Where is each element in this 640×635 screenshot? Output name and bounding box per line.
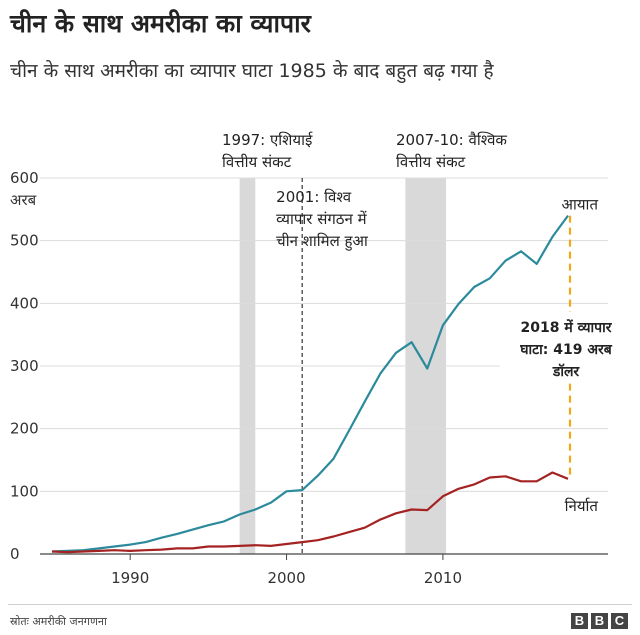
y-tick-label: 100	[10, 482, 39, 500]
series-line	[51, 471, 569, 554]
deficit-label: 2018 में व्यापार	[521, 319, 613, 336]
chart-title: चीन के साथ अमरीका का व्यापार	[10, 9, 311, 38]
x-tick-label: 2010	[424, 569, 462, 587]
y-unit-label: अरब	[10, 191, 37, 209]
y-tick-label: 0	[10, 545, 20, 563]
bbc-logo-letter: B	[571, 613, 588, 629]
trade-line-chart: 0 100 200 300 400 500 600 अरब 1990 2000 2010 2001: …	[10, 131, 632, 587]
series-label: निर्यात	[565, 497, 599, 515]
footer-divider	[8, 604, 632, 605]
chart-subtitle: चीन के साथ अमरीका का व्यापार घाटा 1985 क…	[10, 60, 494, 82]
bbc-logo-letter: C	[611, 613, 628, 629]
bbc-logo: B B C	[571, 613, 628, 629]
wto-event-label: चीन शामिल हुआ	[276, 232, 368, 251]
source-note: स्रोतः अमरीकी जनगणना	[10, 615, 107, 628]
x-tick-label: 1990	[111, 569, 149, 587]
deficit-label: घाटा: 419 अरब	[519, 342, 613, 358]
crisis-label: 2007-10: वैश्विक	[396, 131, 507, 149]
crisis-label: वित्तीय संकट	[222, 153, 292, 171]
crisis-label: वित्तीय संकट	[396, 153, 466, 171]
wto-event-label: व्यापार संगठन में	[276, 210, 367, 228]
y-tick-label: 500	[10, 232, 39, 250]
series-line	[51, 214, 569, 553]
crisis-label: 1997: एशियाई	[222, 131, 313, 149]
footer: स्रोतः अमरीकी जनगणना B B C	[0, 604, 640, 635]
y-tick-label: 400	[10, 294, 39, 312]
wto-event-label: 2001: विश्व	[276, 188, 352, 206]
deficit-label-bg	[500, 312, 632, 382]
deficit-label: डॉलर	[552, 363, 581, 380]
y-tick-label: 300	[10, 357, 39, 375]
y-tick-label: 600	[10, 169, 39, 187]
x-tick-label: 2000	[267, 569, 305, 587]
series-label: आयात	[562, 196, 599, 214]
bbc-logo-letter: B	[591, 613, 608, 629]
y-tick-label: 200	[10, 420, 39, 438]
